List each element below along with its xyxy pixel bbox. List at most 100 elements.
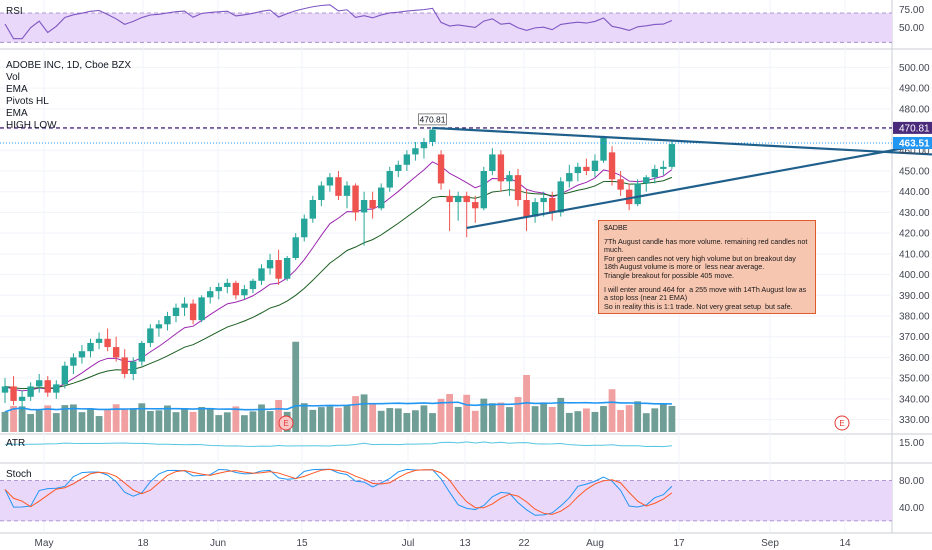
volume-bar — [548, 406, 556, 432]
volume-bar — [565, 412, 573, 432]
volume-bar — [412, 410, 419, 432]
candle-body — [232, 282, 240, 296]
legend-high-low[interactable]: HIGH LOW — [6, 120, 57, 131]
x-tick-label: 13 — [459, 538, 471, 549]
legend-symbol[interactable]: ADOBE INC, 1D, Cboe BZX — [6, 60, 131, 71]
volume-bar — [377, 410, 385, 432]
drawing-overlays[interactable]: 470.81 E E — [0, 113, 932, 431]
volume-bar — [617, 409, 624, 432]
candle-body — [215, 287, 222, 292]
volume-bar — [540, 402, 548, 432]
candle-body — [61, 365, 69, 385]
legend-ema-1[interactable]: EMA — [6, 84, 28, 95]
legend-ema-2[interactable]: EMA — [6, 108, 28, 119]
candle-body — [10, 386, 17, 401]
candle-body — [378, 187, 385, 209]
volume-bar — [292, 341, 300, 432]
candle-body — [318, 185, 325, 200]
candle-body — [189, 303, 197, 321]
volume-bar — [121, 408, 129, 432]
volume-bar — [497, 402, 505, 432]
price-tick-label: 460.00 — [899, 146, 930, 157]
candle-body — [583, 166, 590, 171]
atr-line — [4, 441, 672, 448]
price-tick-label: 350.00 — [899, 374, 930, 385]
candle-body — [70, 357, 77, 366]
volume-bar — [52, 413, 60, 432]
annotation-note[interactable]: $ADBE 7Th August candle has more volume.… — [598, 220, 816, 314]
legend-pivots[interactable]: Pivots HL — [6, 96, 49, 107]
note-line: 7Th August candle has more volume. remai… — [604, 236, 810, 255]
candle-body — [668, 144, 676, 167]
candle-body — [138, 342, 145, 362]
candle-body — [121, 357, 128, 374]
stoch-tick-label: 40.00 — [899, 503, 924, 514]
candle-body — [395, 164, 402, 171]
grid-lines — [0, 0, 892, 533]
rsi-label: RSI — [6, 6, 23, 17]
candle-body — [608, 152, 616, 180]
volume-bar — [95, 416, 103, 432]
volume-bar — [463, 394, 471, 432]
volume-bar — [335, 407, 342, 432]
volume-bar — [61, 405, 69, 432]
x-tick-label: May — [35, 538, 54, 549]
candle-body — [283, 258, 291, 279]
candle-body — [78, 351, 86, 358]
earnings-marker-label: E — [839, 419, 844, 428]
volume-bar — [360, 394, 368, 432]
candle-body — [130, 361, 137, 374]
volume-bar — [87, 408, 94, 432]
price-tick-label: 360.00 — [899, 353, 930, 364]
volume-bar — [258, 404, 265, 432]
candle-body — [369, 200, 376, 209]
price-tick-label: 500.00 — [899, 63, 930, 74]
volume-bar — [275, 399, 282, 432]
candle-body — [224, 282, 231, 287]
volume-bar — [437, 398, 445, 432]
volume-bars — [1, 341, 676, 432]
volume-bar — [394, 408, 402, 432]
volume-bar — [164, 405, 171, 432]
volume-bar — [352, 396, 359, 432]
volume-bar — [309, 409, 317, 432]
candle-body — [258, 268, 265, 281]
candle-body — [352, 185, 359, 213]
indicator-lines — [4, 4, 673, 516]
rsi-line — [4, 4, 673, 40]
candle-body — [403, 154, 411, 165]
candle-body — [617, 179, 624, 190]
price-tick-label: 440.00 — [899, 187, 930, 198]
candle-body — [18, 396, 26, 401]
volume-bar — [651, 408, 659, 432]
candle-body — [36, 380, 43, 387]
x-tick-label: 18 — [137, 538, 149, 549]
candle-body — [531, 202, 539, 217]
price-tick-label: 420.00 — [899, 229, 930, 240]
volume-bar — [223, 412, 231, 432]
volume-bar — [668, 405, 676, 432]
current-price-tag-text: 463.51 — [899, 139, 930, 150]
volume-bar — [104, 409, 111, 432]
volume-bar — [317, 407, 325, 432]
candle-body — [155, 324, 163, 329]
rsi-tick-label: 75.00 — [899, 5, 924, 16]
note-title: $ADBE — [604, 223, 628, 232]
volume-bar — [129, 408, 137, 432]
volume-bar — [326, 406, 334, 432]
x-tick-label: 22 — [518, 538, 530, 549]
volume-bar — [420, 405, 428, 432]
candle-body — [87, 342, 94, 352]
volume-bar — [27, 414, 35, 432]
volume-bar — [557, 397, 565, 432]
volume-bar — [429, 413, 436, 432]
x-tick-label: Jun — [210, 538, 226, 549]
candle-body — [574, 166, 582, 174]
rsi-tick-label: 50.00 — [899, 23, 924, 34]
x-tick-label: 14 — [839, 538, 851, 549]
candle-body — [557, 181, 564, 213]
legend-vol[interactable]: Vol — [6, 72, 20, 83]
x-tick-label: Sep — [761, 538, 779, 549]
stoch-d-line — [4, 468, 673, 515]
